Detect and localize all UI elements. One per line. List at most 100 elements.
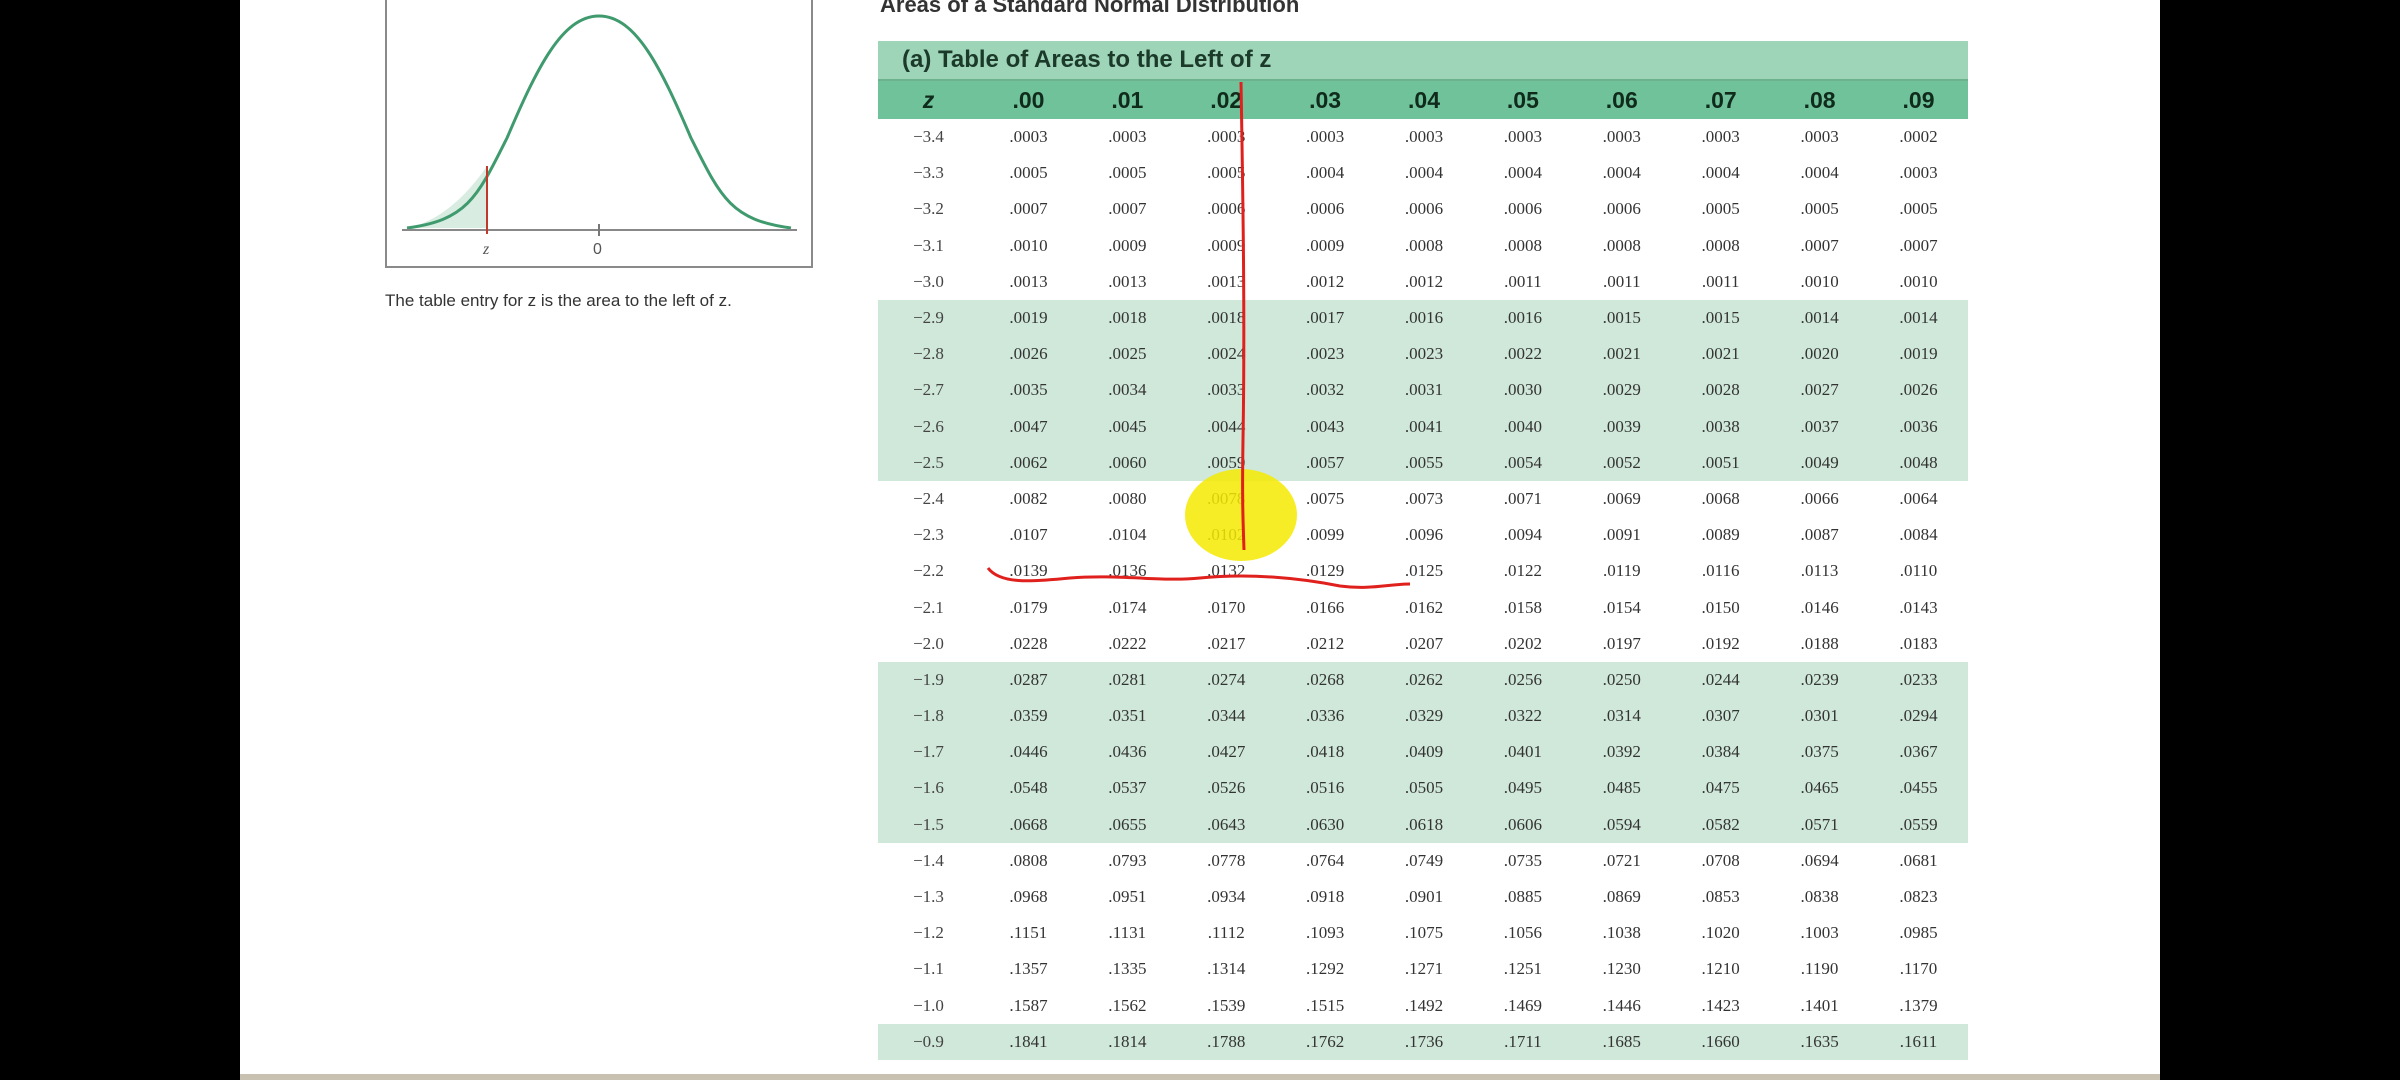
- table-cell: .1492: [1404, 995, 1444, 1015]
- table-cell: .0013: [1108, 271, 1147, 291]
- table-cell: .0250: [1572, 661, 1672, 698]
- table-cell: .1020: [1701, 923, 1740, 943]
- table-cell: .1660: [1671, 1023, 1771, 1060]
- table-cell: .0004: [1305, 163, 1345, 183]
- row-z-value: −0.9: [878, 1023, 979, 1060]
- table-cell: .0020: [1770, 336, 1870, 373]
- table-cell: .0003: [1800, 127, 1839, 147]
- table-cell: .0301: [1770, 698, 1870, 735]
- table-cell: .0036: [1869, 408, 1968, 445]
- table-cell: .0051: [1671, 444, 1771, 481]
- table-cell: .0059: [1176, 444, 1276, 481]
- table-cell: .0025: [1077, 336, 1177, 373]
- table-cell: .0793: [1108, 850, 1147, 870]
- table-cell: .0012: [1305, 271, 1345, 291]
- table-cell: .1379: [1899, 995, 1938, 1015]
- table-cell: .0838: [1800, 887, 1839, 907]
- table-cell: .0749: [1404, 850, 1444, 870]
- table-cell: .1335: [1108, 959, 1147, 979]
- table-cell: .0401: [1473, 734, 1573, 771]
- table-cell: .0004: [1404, 163, 1444, 183]
- table-subtitle: (a) Table of Areas to the Left of z: [878, 41, 1968, 81]
- table-cell: .1562: [1108, 995, 1147, 1015]
- table-cell: .0023: [1275, 336, 1375, 373]
- table-cell: .0026: [979, 336, 1078, 373]
- table-cell: .1539: [1207, 995, 1246, 1015]
- table-cell: .0078: [1207, 488, 1246, 508]
- table-cell: .0026: [1869, 372, 1968, 409]
- table-cell: .0005: [1701, 199, 1740, 219]
- table-cell: .0021: [1572, 336, 1672, 373]
- table-cell: .0003: [1404, 127, 1444, 147]
- table-cell: .0014: [1770, 299, 1870, 337]
- table-cell: .0166: [1305, 597, 1345, 617]
- table-cell: .0162: [1404, 597, 1444, 617]
- table-cell: .0066: [1800, 488, 1839, 508]
- table-cell: .0465: [1770, 770, 1870, 807]
- table-cell: .0008: [1602, 235, 1641, 255]
- table-cell: .0003: [1503, 127, 1543, 147]
- table-cell: .0089: [1701, 525, 1740, 545]
- table-cell: .1170: [1899, 959, 1938, 979]
- table-cell: .0170: [1207, 597, 1246, 617]
- table-cell: .0006: [1305, 199, 1345, 219]
- table-cell: .0044: [1176, 408, 1276, 445]
- document-page: z 0 The table entry for z is the area to…: [240, 0, 2160, 1080]
- table-cell: .0222: [1108, 633, 1147, 653]
- table-cell: .0033: [1176, 372, 1276, 409]
- table-cell: .0075: [1305, 488, 1345, 508]
- table-cell: .0041: [1374, 408, 1474, 445]
- table-cell: .0239: [1770, 661, 1870, 698]
- table-cell: .0006: [1602, 199, 1641, 219]
- column-header-p08: .08: [1770, 81, 1870, 119]
- table-cell: .0045: [1077, 408, 1177, 445]
- table-cell: .0764: [1305, 850, 1345, 870]
- bottom-edge-bar: [240, 1074, 2160, 1080]
- figure-label-zero: 0: [593, 241, 602, 258]
- table-cell: .0091: [1602, 525, 1641, 545]
- row-z-value: −3.0: [913, 271, 944, 291]
- table-cell: .0853: [1701, 887, 1740, 907]
- table-cell: .0071: [1503, 488, 1543, 508]
- table-row: −2.7.0035.0034.0033.0032.0031.0030.0029.…: [878, 372, 1968, 409]
- table-cell: .0885: [1503, 887, 1543, 907]
- table-cell: .0548: [979, 770, 1078, 807]
- table-cell: .0526: [1176, 770, 1276, 807]
- table-cell: .0244: [1671, 661, 1771, 698]
- row-z-value: −1.3: [913, 887, 944, 907]
- table-cell: .0082: [1009, 488, 1048, 508]
- table-cell: .0016: [1473, 299, 1573, 337]
- column-header-z: z: [878, 81, 979, 119]
- table-cell: .0028: [1671, 372, 1771, 409]
- row-z-value: −3.3: [913, 163, 944, 183]
- table-cell: .0174: [1108, 597, 1147, 617]
- table-cell: .0344: [1176, 698, 1276, 735]
- table-cell: .1515: [1305, 995, 1345, 1015]
- table-cell: .0005: [1108, 163, 1147, 183]
- row-z-value: −1.2: [913, 923, 944, 943]
- table-cell: .0004: [1602, 163, 1641, 183]
- table-cell: .1611: [1869, 1023, 1968, 1060]
- table-cell: .0015: [1671, 299, 1771, 337]
- table-cell: .0179: [1009, 597, 1048, 617]
- table-cell: .0005: [1800, 199, 1839, 219]
- column-header-p09: .09: [1869, 81, 1968, 119]
- table-cell: .0006: [1207, 199, 1246, 219]
- table-cell: .0122: [1503, 561, 1543, 581]
- table-cell: .0516: [1275, 770, 1375, 807]
- row-z-value: −2.8: [878, 336, 979, 373]
- table-row: −1.7.0446.0436.0427.0418.0409.0401.0392.…: [878, 734, 1968, 771]
- table-cell: .0116: [1701, 561, 1740, 581]
- column-header-p00: .00: [979, 81, 1078, 119]
- table-cell: .0418: [1275, 734, 1375, 771]
- table-cell: .0064: [1899, 488, 1938, 508]
- table-cell: .1314: [1207, 959, 1246, 979]
- table-cell: .1814: [1077, 1023, 1177, 1060]
- table-row: −2.8.0026.0025.0024.0023.0023.0022.0021.…: [878, 336, 1968, 373]
- table-cell: .0735: [1503, 850, 1543, 870]
- table-cell: .0022: [1473, 336, 1573, 373]
- table-row: −1.5.0668.0655.0643.0630.0618.0606.0594.…: [878, 806, 1968, 843]
- row-z-value: −2.3: [913, 525, 944, 545]
- row-z-value: −2.6: [878, 408, 979, 445]
- table-cell: .0099: [1305, 525, 1345, 545]
